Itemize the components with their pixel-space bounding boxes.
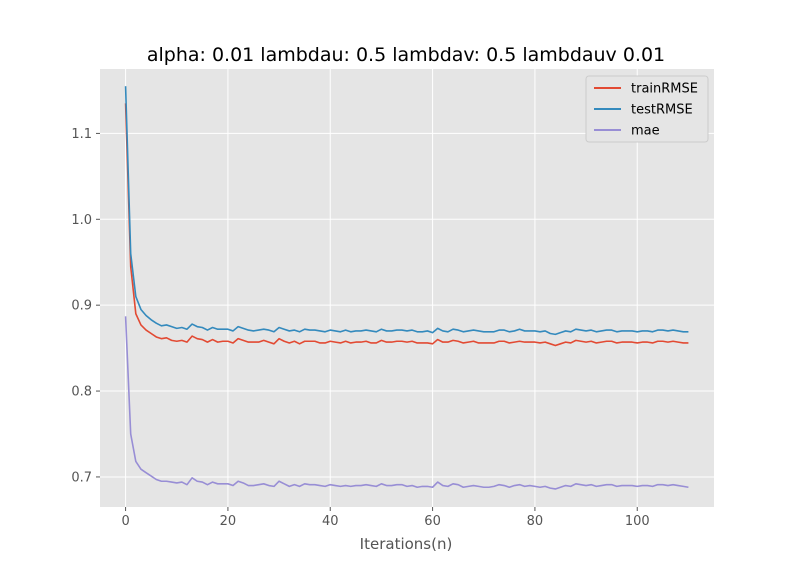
legend-label: mae	[631, 124, 660, 139]
y-tick-label: 1.1	[71, 127, 92, 142]
x-axis-label: Iterations(n)	[360, 535, 453, 553]
y-tick-label: 1.0	[71, 213, 92, 228]
x-tick-label: 80	[527, 514, 544, 529]
y-tick-label: 0.8	[71, 385, 92, 400]
legend: trainRMSE testRMSE mae	[585, 75, 709, 143]
legend-label: testRMSE	[631, 103, 693, 118]
chart-title: alpha: 0.01 lambdau: 0.5 lambdav: 0.5 la…	[147, 44, 665, 66]
x-tick-label: 20	[220, 514, 237, 529]
series-lines	[124, 86, 689, 490]
series-line-trainRMSE	[124, 103, 689, 347]
series-line-testRMSE	[124, 86, 689, 336]
series-line-mae	[124, 316, 689, 490]
y-tick-label: 0.9	[71, 299, 92, 314]
y-tick-label: 0.7	[71, 470, 92, 485]
x-tick-label: 100	[625, 514, 650, 529]
x-tick-label: 60	[424, 514, 441, 529]
x-tick-label: 0	[121, 514, 129, 529]
legend-box	[585, 75, 709, 143]
axis-ticks: 0 20 40 60 80 100 0.7 0.8 0.9 1.0 1.1	[71, 127, 649, 529]
legend-label: trainRMSE	[631, 82, 698, 97]
x-tick-label: 40	[322, 514, 339, 529]
